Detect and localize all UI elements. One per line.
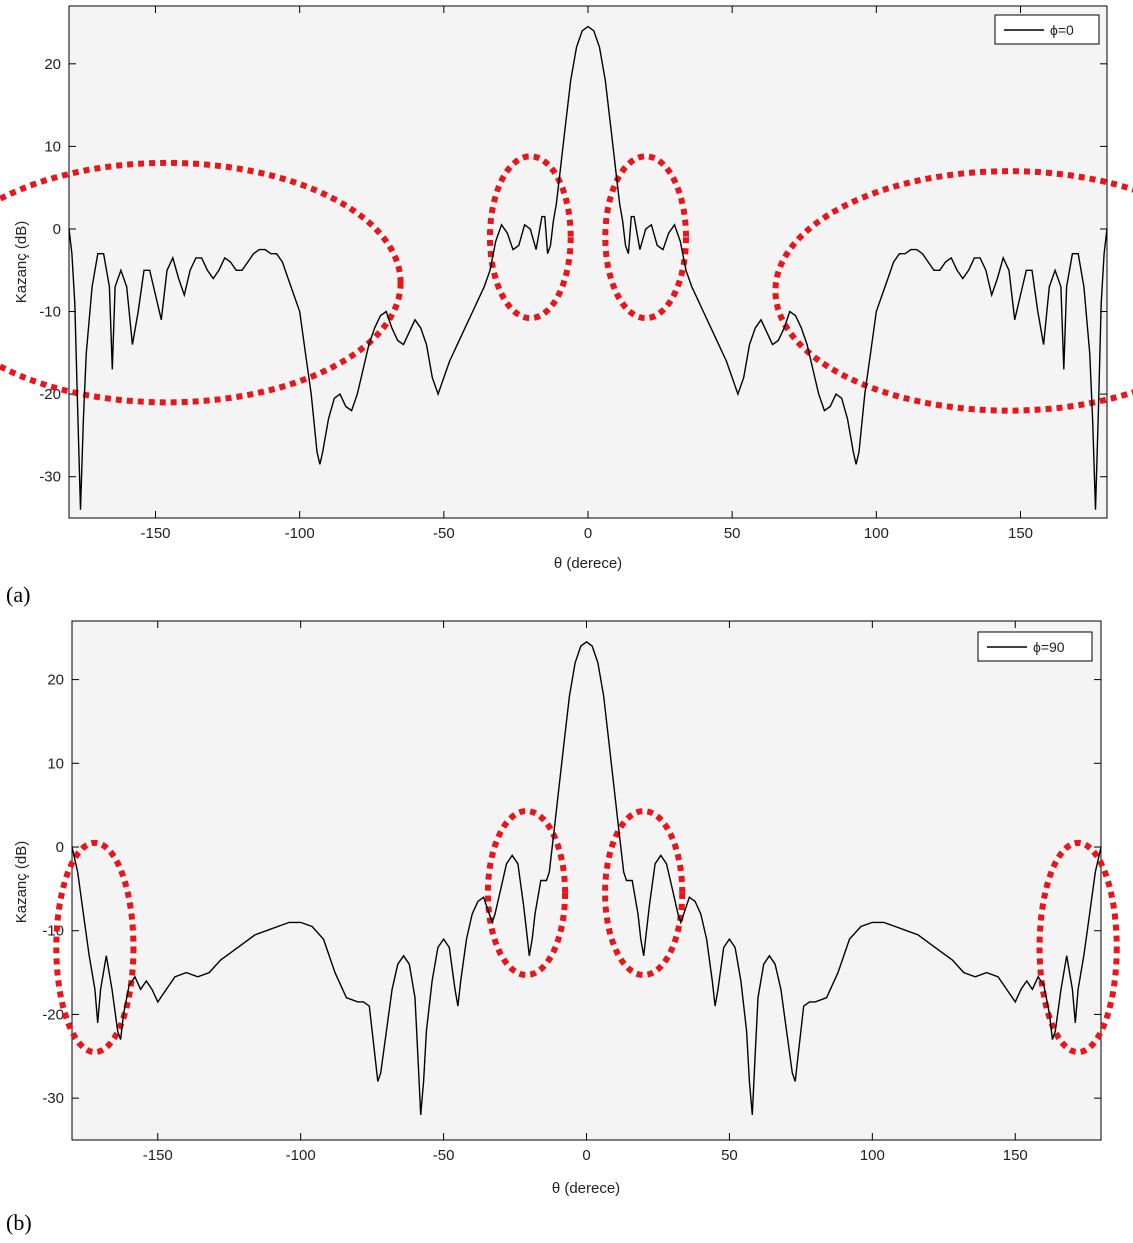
x-tick-label: 50 (721, 1147, 738, 1164)
y-tick-label: -10 (39, 304, 61, 321)
highlight-ellipse (1036, 839, 1120, 1056)
y-tick-label: -30 (39, 469, 61, 486)
legend-label-b: ϕ=90 (1033, 639, 1065, 655)
plot-area-b (71, 620, 1102, 1141)
x-axis-title-a: θ (derece) (554, 555, 622, 572)
y-tick-label: -20 (39, 386, 61, 403)
x-tick-label: -150 (140, 525, 170, 542)
y-axis-title-a: Kazanç (dB) (13, 221, 30, 304)
panel-caption-a: (a) (6, 582, 31, 607)
x-tick-label: -50 (433, 525, 455, 542)
x-tick-label: 0 (584, 525, 592, 542)
x-tick-label: -150 (143, 1147, 173, 1164)
legend-a: ϕ=0 (994, 14, 1100, 45)
y-tick-label: -20 (42, 1006, 64, 1023)
x-tick-label: 100 (860, 1147, 885, 1164)
highlight-ellipse (484, 808, 569, 979)
y-tick-label: 20 (44, 56, 61, 73)
highlight-ellipse (486, 153, 574, 322)
x-tick-label: 0 (582, 1147, 590, 1164)
y-tick-label: 10 (47, 755, 64, 772)
highlight-ellipses-a (0, 153, 1133, 414)
x-tick-label: -100 (286, 1147, 316, 1164)
plot-area-a (68, 5, 1108, 519)
series-line-phi90 (71, 641, 1102, 1115)
y-tick-label: 20 (47, 672, 64, 689)
legend-label-a: ϕ=0 (1050, 22, 1074, 38)
legend-b: ϕ=90 (977, 631, 1093, 662)
y-axis-title-b: Kazanç (dB) (13, 841, 30, 924)
highlight-ellipse (0, 159, 404, 406)
highlight-ellipse (602, 808, 686, 979)
x-axis-title-b: θ (derece) (552, 1180, 620, 1197)
highlight-ellipse (53, 839, 137, 1056)
y-tick-label: 0 (56, 839, 64, 856)
highlight-ellipse (602, 153, 690, 322)
y-tick-label: -30 (42, 1090, 64, 1107)
series-line-phi0 (68, 25, 1108, 510)
x-tick-label: 100 (864, 525, 889, 542)
y-tick-label: 0 (53, 221, 61, 238)
panel-caption-b: (b) (6, 1210, 32, 1235)
chart-panel-b: -150 -100 -50 0 50 100 150 -30 -20 -10 0 10 20 ϕ=90 … (0, 615, 1133, 1243)
highlight-ellipses-b (53, 808, 1120, 1056)
y-tick-label: -10 (42, 923, 64, 940)
x-tick-label: 150 (1003, 1147, 1028, 1164)
x-tick-label: 150 (1008, 525, 1033, 542)
x-tick-label: -100 (285, 525, 315, 542)
x-tick-label: 50 (724, 525, 741, 542)
chart-panel-a: -150 -100 -50 0 50 100 150 -30 -20 -10 0 10 20 ϕ=0 θ… (0, 0, 1133, 615)
y-tick-label: 10 (44, 138, 61, 155)
x-tick-label: -50 (433, 1147, 455, 1164)
